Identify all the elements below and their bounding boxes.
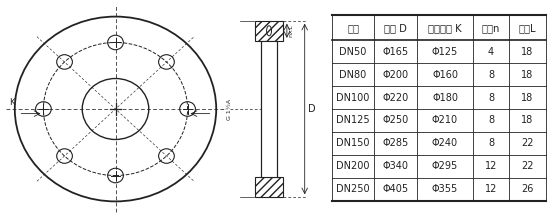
Text: DN100: DN100 (337, 93, 370, 102)
Text: 18: 18 (521, 47, 534, 57)
Text: 12: 12 (485, 161, 497, 171)
Polygon shape (255, 177, 283, 197)
Text: Φ250: Φ250 (383, 116, 409, 125)
Text: 18: 18 (521, 116, 534, 125)
Text: 18: 18 (521, 93, 534, 102)
Text: DN50: DN50 (339, 47, 367, 57)
Text: n×L: n×L (289, 24, 294, 37)
Text: Φ295: Φ295 (432, 161, 458, 171)
Polygon shape (261, 41, 277, 177)
Text: Φ285: Φ285 (383, 138, 409, 148)
Text: 8: 8 (488, 116, 494, 125)
Text: DN125: DN125 (336, 116, 370, 125)
Text: Φ240: Φ240 (432, 138, 458, 148)
Text: Φ180: Φ180 (432, 93, 458, 102)
Text: 孔径L: 孔径L (519, 23, 536, 33)
Text: Φ165: Φ165 (383, 47, 409, 57)
Text: Φ340: Φ340 (383, 161, 409, 171)
Text: 中心孔距 K: 中心孔距 K (428, 23, 462, 33)
Text: 规格: 规格 (347, 23, 359, 33)
Text: Φ200: Φ200 (383, 70, 409, 80)
Text: 外径 D: 外径 D (384, 23, 408, 33)
Text: 26: 26 (521, 184, 534, 194)
Text: 4: 4 (488, 47, 494, 57)
Text: 22: 22 (521, 161, 534, 171)
Polygon shape (255, 21, 283, 41)
Text: Φ405: Φ405 (383, 184, 409, 194)
Text: Φ355: Φ355 (432, 184, 458, 194)
Text: Φ210: Φ210 (432, 116, 458, 125)
Text: Φ160: Φ160 (432, 70, 458, 80)
Text: 8: 8 (488, 138, 494, 148)
Text: 8: 8 (488, 93, 494, 102)
Text: DN150: DN150 (337, 138, 370, 148)
Text: 孔数n: 孔数n (482, 23, 500, 33)
Text: G 1½A: G 1½A (228, 99, 233, 119)
Text: 22: 22 (521, 138, 534, 148)
Text: K: K (9, 98, 15, 107)
Text: DN200: DN200 (337, 161, 370, 171)
Text: DN80: DN80 (339, 70, 367, 80)
Text: 12: 12 (485, 184, 497, 194)
Text: DN250: DN250 (336, 184, 370, 194)
Text: 8: 8 (488, 70, 494, 80)
Text: D: D (307, 104, 315, 114)
Text: 18: 18 (521, 70, 534, 80)
Text: Φ125: Φ125 (432, 47, 458, 57)
Text: Φ220: Φ220 (383, 93, 409, 102)
